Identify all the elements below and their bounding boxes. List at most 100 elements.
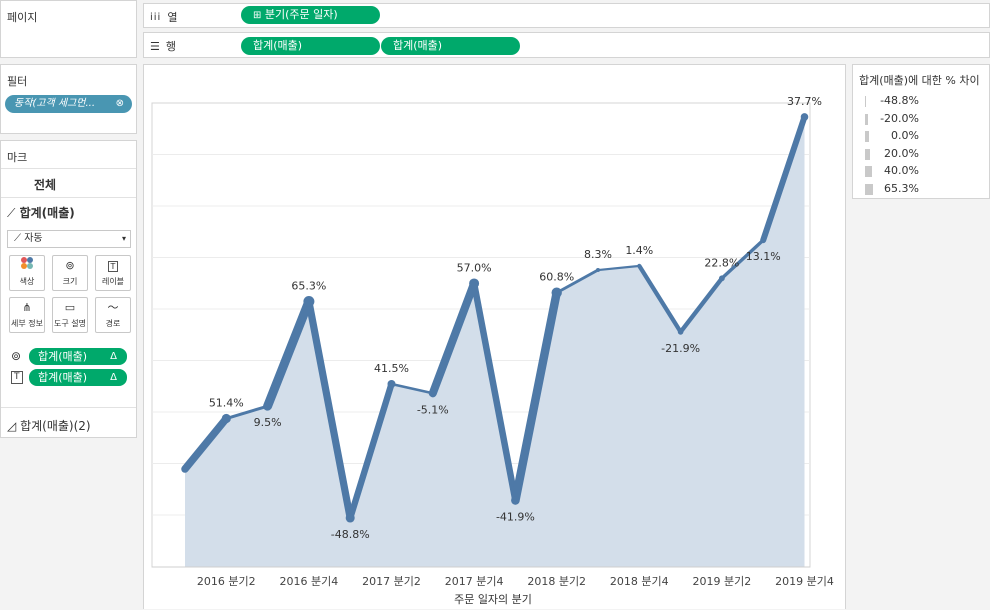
data-point: [221, 413, 231, 424]
delta-icon: Δ: [110, 372, 117, 383]
columns-shelf[interactable]: iii 열 ⊞ 분기(주문 일자): [143, 3, 990, 28]
legend-label: 65.3%: [884, 182, 919, 195]
x-tick-label: 2016 분기4: [280, 575, 339, 588]
x-tick-label: 2018 분기4: [610, 575, 669, 588]
data-label: -5.1%: [417, 403, 449, 416]
area-fill: [185, 116, 805, 568]
legend-size-swatch: [865, 131, 870, 143]
rows-pill-sales-2[interactable]: 합계(매출): [381, 37, 520, 55]
marks-card-sales-2[interactable]: ◿ 합계(매출)(2): [7, 419, 91, 433]
legend-panel: 합계(매출)에 대한 % 차이 -48.8% -20.0% 0.0% 20.0% 40.…: [852, 64, 990, 199]
filter-pill-action[interactable]: 동작(고객 세그먼... ⊗: [5, 95, 132, 113]
data-point: [265, 404, 270, 409]
rows-icon: ☰: [150, 39, 160, 53]
data-label: -48.8%: [331, 528, 370, 541]
size-field-pill[interactable]: 합계(매출) Δ: [29, 348, 127, 365]
data-point: [677, 329, 684, 335]
tooltip-button[interactable]: ▭ 도구 설명: [52, 297, 88, 333]
legend-size-swatch: [865, 96, 866, 107]
data-label: 9.5%: [254, 416, 282, 429]
line-segment: [720, 238, 765, 280]
divider: [1, 168, 136, 169]
size-icon: ⊚: [11, 349, 22, 363]
data-label: 51.4%: [209, 397, 244, 410]
line-segment: [346, 380, 395, 522]
marks-card-sales[interactable]: ⟋ 합계(매출): [7, 206, 75, 220]
data-label: 60.8%: [539, 271, 574, 284]
filters-panel: 필터 동작(고객 세그먼... ⊗: [0, 64, 137, 134]
x-tick-label: 2018 분기2: [527, 575, 586, 588]
line-segment: [305, 297, 354, 522]
marks-panel: 마크 전체 ⟋ 합계(매출) ⟋ 자동 ▾ 색상 ⊚ 크기 T 레이블 ⋔ 세부…: [0, 140, 137, 438]
path-button[interactable]: 〜 경로: [95, 297, 131, 333]
data-label: 8.3%: [584, 248, 612, 261]
legend-title: 합계(매출)에 대한 % 차이: [859, 74, 980, 87]
x-tick-label: 2019 분기4: [775, 575, 834, 588]
rows-shelf[interactable]: ☰ 행 합계(매출) 합계(매출): [143, 32, 990, 58]
line-segment: [263, 296, 314, 411]
area-series: [185, 116, 805, 568]
color-icon: [10, 256, 44, 276]
label-button[interactable]: T 레이블: [95, 255, 131, 291]
line-segment: [181, 414, 231, 473]
data-label: -41.9%: [496, 510, 535, 523]
line-segment: [760, 113, 808, 244]
line-segment: [637, 263, 683, 335]
columns-pill-quarter[interactable]: ⊞ 분기(주문 일자): [241, 6, 380, 24]
area-chart-icon: ◿: [7, 419, 17, 433]
line-segment: [596, 264, 641, 272]
data-point: [511, 496, 520, 505]
marks-title: 마크: [7, 151, 28, 164]
pages-label: 페이지: [7, 11, 38, 24]
data-label: 65.3%: [291, 279, 326, 292]
size-button[interactable]: ⊚ 크기: [52, 255, 88, 291]
legend-size-swatch: [865, 113, 868, 125]
line-chart-icon: ⟋: [7, 206, 16, 220]
detail-icon: ⋔: [22, 301, 32, 314]
data-point: [596, 268, 600, 273]
x-tick-label: 2016 분기2: [197, 575, 256, 588]
path-icon: 〜: [107, 301, 119, 314]
data-point: [431, 391, 435, 396]
data-point: [760, 237, 766, 243]
legend-label: -20.0%: [880, 111, 919, 125]
data-label: 41.5%: [374, 362, 409, 375]
x-tick-label: 2017 분기4: [445, 575, 504, 588]
data-point: [387, 379, 396, 388]
legend-size-swatch: [865, 166, 872, 178]
size-icon: ⊚: [65, 259, 75, 272]
line-segment: [470, 280, 519, 504]
line-icon: ⟋: [14, 233, 21, 244]
label-field-pill[interactable]: 합계(매출) Δ: [29, 369, 127, 386]
rows-pill-sales-1[interactable]: 합계(매출): [241, 37, 380, 55]
divider: [1, 407, 136, 408]
sales-area-chart[interactable]: 51.4% 9.5% 65.3% -48.8% 41.5% -5.1% 57.0% -41.9…: [144, 65, 845, 610]
link-icon: ⊗: [115, 98, 124, 109]
line-segment: [555, 268, 600, 295]
view-panel: 51.4% 9.5% 65.3% -48.8% 41.5% -5.1% 57.0% -41.9…: [143, 64, 846, 609]
data-point: [551, 287, 562, 298]
data-point: [637, 264, 641, 268]
detail-button[interactable]: ⋔ 세부 정보: [9, 297, 45, 333]
line-segment: [511, 288, 561, 505]
color-button[interactable]: 색상: [9, 255, 45, 291]
mark-type-dropdown[interactable]: ⟋ 자동 ▾: [7, 230, 131, 248]
data-point: [303, 295, 315, 307]
line-segment: [390, 382, 435, 395]
line-segment: [224, 404, 270, 421]
line-segment: [678, 276, 725, 335]
filters-title: 필터: [7, 75, 28, 88]
x-tick-label: 2019 분기2: [693, 575, 752, 588]
label-icon: T: [96, 256, 130, 276]
data-label: 22.8%: [704, 256, 739, 269]
rows-label: 행: [165, 40, 176, 53]
marks-all-tab[interactable]: 전체: [34, 178, 57, 192]
columns-icon: iii: [150, 11, 162, 23]
pages-shelf[interactable]: 페이지: [0, 0, 137, 58]
data-point: [469, 278, 480, 289]
divider: [1, 197, 136, 198]
line-segment: [428, 279, 479, 398]
data-point: [183, 467, 187, 471]
tooltip-icon: ▭: [64, 301, 76, 314]
expand-icon: ⊞: [253, 10, 262, 21]
